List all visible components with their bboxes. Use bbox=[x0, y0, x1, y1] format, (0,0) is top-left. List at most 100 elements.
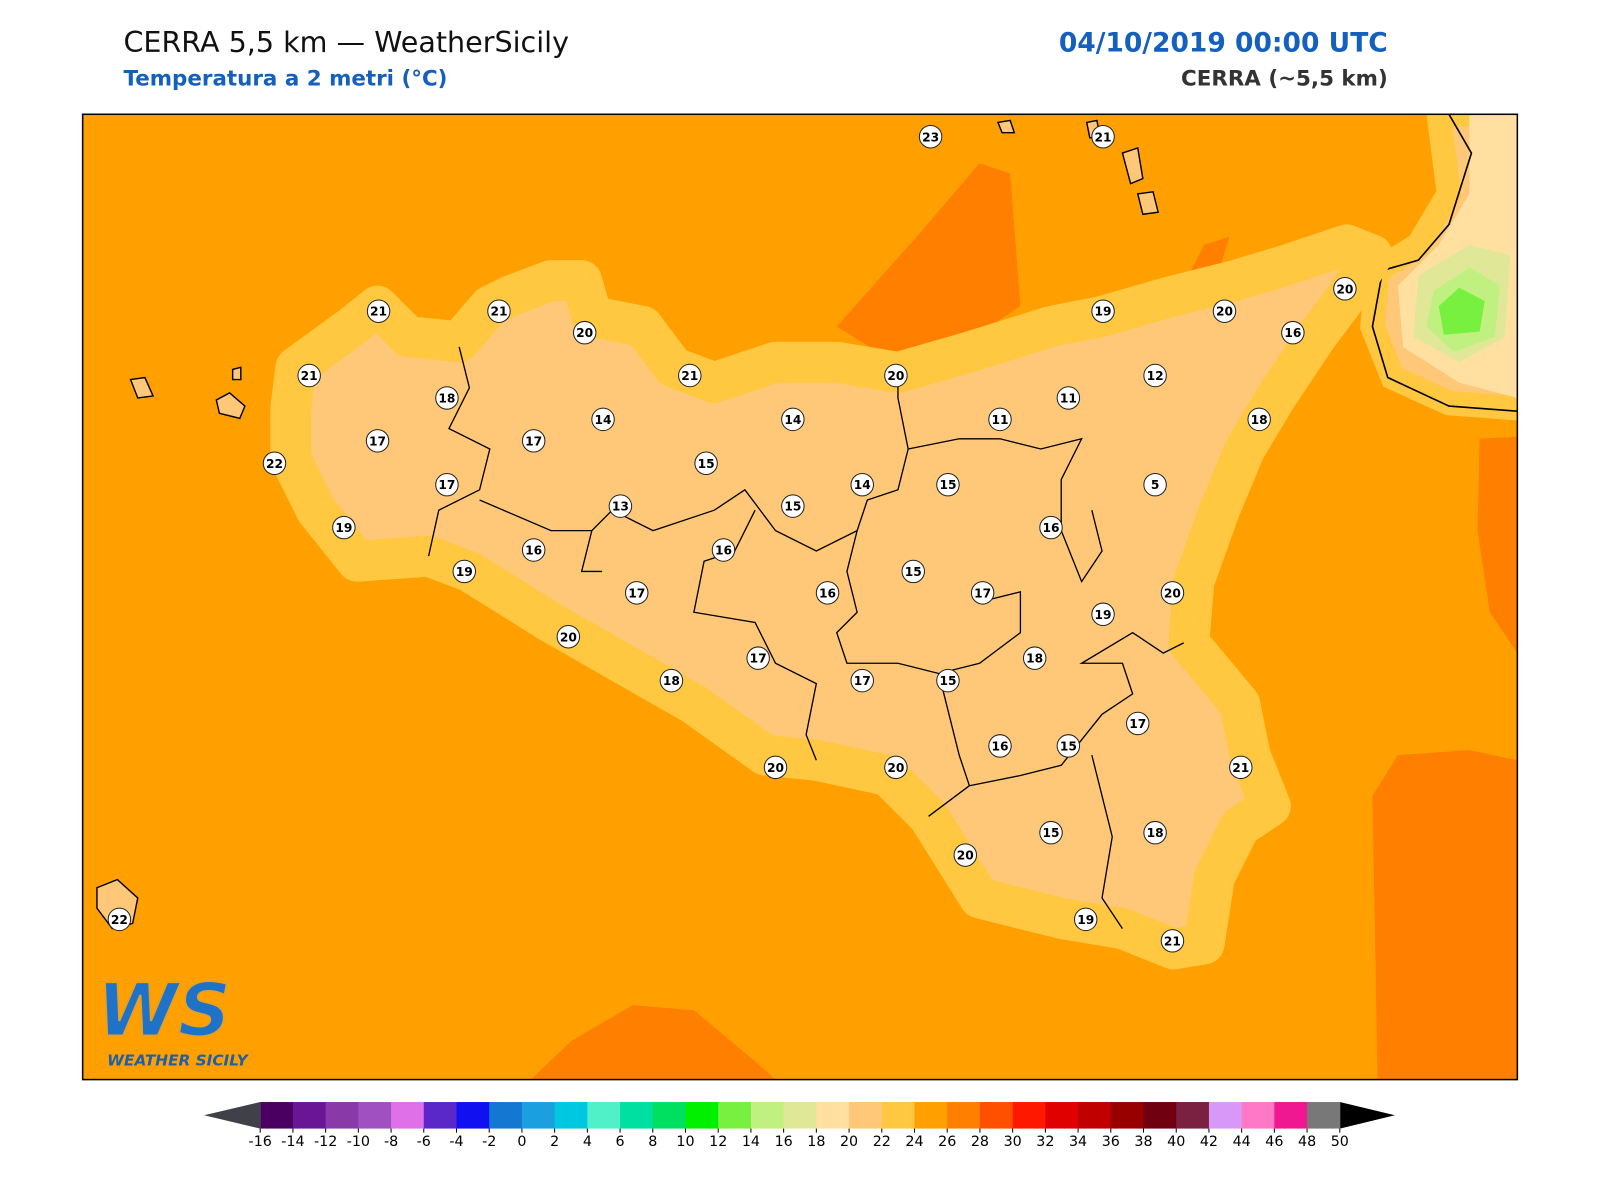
station: 20 bbox=[1213, 300, 1235, 322]
station-value: 20 bbox=[887, 761, 904, 775]
station-value: 15 bbox=[1060, 739, 1077, 753]
station: 19 bbox=[333, 516, 355, 538]
station: 19 bbox=[453, 560, 475, 582]
station: 11 bbox=[989, 408, 1011, 430]
station: 17 bbox=[436, 473, 458, 495]
colorbar-tick-label: 22 bbox=[873, 1134, 891, 1150]
colorbar-bin bbox=[685, 1102, 718, 1129]
colorbar-tick-label: 4 bbox=[583, 1134, 592, 1150]
station: 20 bbox=[1161, 582, 1183, 604]
station-value: 18 bbox=[1251, 413, 1268, 427]
colorbar-tick-label: 32 bbox=[1036, 1134, 1054, 1150]
station: 21 bbox=[1230, 756, 1252, 778]
colorbar-tick-label: -8 bbox=[384, 1134, 398, 1150]
station-value: 21 bbox=[681, 369, 698, 383]
station-value: 21 bbox=[301, 369, 318, 383]
colorbar-tick-label: 10 bbox=[676, 1134, 694, 1150]
colorbar-bin bbox=[882, 1102, 915, 1129]
station: 21 bbox=[679, 364, 701, 386]
station: 18 bbox=[1248, 408, 1270, 430]
station-value: 11 bbox=[991, 413, 1008, 427]
colorbar-tick-label: 8 bbox=[648, 1134, 657, 1150]
colorbar-tick-label: -6 bbox=[417, 1134, 431, 1150]
station: 20 bbox=[573, 321, 595, 343]
station: 17 bbox=[851, 669, 873, 691]
station-value: 18 bbox=[1026, 652, 1043, 666]
station: 17 bbox=[971, 582, 993, 604]
colorbar-bin bbox=[391, 1102, 424, 1129]
station: 23 bbox=[919, 126, 941, 148]
station-value: 15 bbox=[1043, 826, 1060, 840]
station-value: 15 bbox=[939, 674, 956, 688]
station-value: 16 bbox=[525, 544, 542, 558]
station-value: 21 bbox=[1095, 130, 1112, 144]
colorbar-bin bbox=[1013, 1102, 1046, 1129]
station: 15 bbox=[937, 669, 959, 691]
station-value: 11 bbox=[1060, 391, 1077, 405]
station-value: 18 bbox=[1147, 826, 1164, 840]
station-value: 23 bbox=[922, 130, 939, 144]
colorbar-tick-label: 20 bbox=[840, 1134, 858, 1150]
station-value: 21 bbox=[370, 305, 387, 319]
station-value: 19 bbox=[1077, 913, 1094, 927]
colorbar-bin bbox=[1274, 1102, 1307, 1129]
station: 16 bbox=[989, 735, 1011, 757]
colorbar-tick-label: 18 bbox=[807, 1134, 825, 1150]
station: 19 bbox=[1074, 908, 1096, 930]
station-value: 15 bbox=[939, 478, 956, 492]
station-value: 16 bbox=[1284, 326, 1301, 340]
colorbar-tick-label: -14 bbox=[281, 1134, 304, 1150]
colorbar-bin bbox=[326, 1102, 359, 1129]
station-value: 15 bbox=[905, 565, 922, 579]
colorbar-bin bbox=[620, 1102, 653, 1129]
colorbar-bin bbox=[751, 1102, 784, 1129]
colorbar-tick-label: -12 bbox=[314, 1134, 337, 1150]
station-value: 19 bbox=[335, 521, 352, 535]
station-value: 13 bbox=[612, 500, 629, 514]
station-value: 20 bbox=[1216, 305, 1233, 319]
model-label: CERRA (~5,5 km) bbox=[1181, 67, 1388, 92]
colorbar-bin bbox=[1144, 1102, 1177, 1129]
station: 17 bbox=[626, 582, 648, 604]
station-value: 17 bbox=[1129, 717, 1146, 731]
colorbar-bin bbox=[980, 1102, 1013, 1129]
station-value: 20 bbox=[767, 761, 784, 775]
station: 15 bbox=[1040, 821, 1062, 843]
station: 18 bbox=[436, 387, 458, 409]
station-value: 16 bbox=[991, 739, 1008, 753]
station-value: 20 bbox=[957, 849, 974, 863]
colorbar-tick-label: 26 bbox=[938, 1134, 956, 1150]
subtitle: Temperatura a 2 metri (°C) bbox=[123, 67, 447, 92]
station: 13 bbox=[609, 495, 631, 517]
station-value: 17 bbox=[854, 674, 871, 688]
colorbar-tick-label: 24 bbox=[905, 1134, 923, 1150]
station: 18 bbox=[1023, 647, 1045, 669]
colorbar-tick-label: -16 bbox=[249, 1134, 272, 1150]
station-value: 21 bbox=[1232, 761, 1249, 775]
station-value: 20 bbox=[576, 326, 593, 340]
station-value: 16 bbox=[1043, 521, 1060, 535]
station-value: 15 bbox=[698, 457, 715, 471]
station: 20 bbox=[1334, 278, 1356, 300]
colorbar-tick-label: -10 bbox=[347, 1134, 370, 1150]
colorbar-bin bbox=[784, 1102, 817, 1129]
colorbar-tick-label: 12 bbox=[709, 1134, 727, 1150]
station: 15 bbox=[902, 560, 924, 582]
datetime: 04/10/2019 00:00 UTC bbox=[1059, 27, 1388, 58]
colorbar-bin bbox=[456, 1102, 489, 1129]
colorbar-bin bbox=[1078, 1102, 1111, 1129]
colorbar-tick-label: 42 bbox=[1200, 1134, 1218, 1150]
colorbar-bin bbox=[718, 1102, 751, 1129]
station-value: 19 bbox=[1095, 608, 1112, 622]
title: CERRA 5,5 km — WeatherSicily bbox=[123, 25, 569, 59]
station-value: 15 bbox=[784, 500, 801, 514]
station-value: 14 bbox=[595, 413, 612, 427]
colorbar-bin bbox=[1111, 1102, 1144, 1129]
station: 20 bbox=[885, 756, 907, 778]
station: 20 bbox=[954, 844, 976, 866]
station-value: 5 bbox=[1151, 478, 1160, 492]
colorbar-bin bbox=[653, 1102, 686, 1129]
station-value: 16 bbox=[715, 544, 732, 558]
colorbar-tick-label: 44 bbox=[1233, 1134, 1251, 1150]
